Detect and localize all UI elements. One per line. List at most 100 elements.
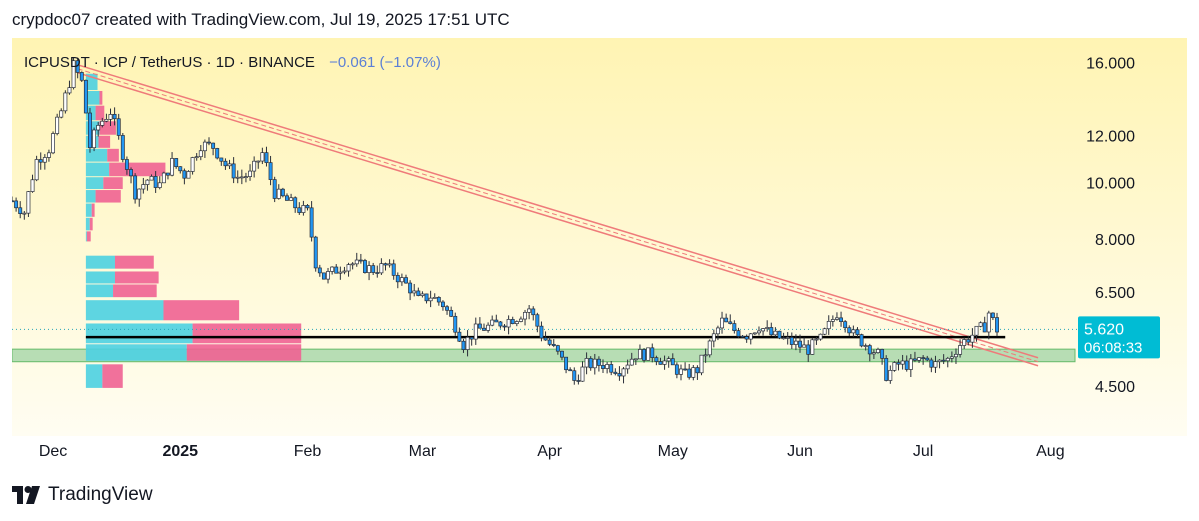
candle-up — [157, 182, 162, 188]
volume-profile-up-bar — [85, 90, 100, 105]
candle-up — [63, 92, 68, 112]
candle-down — [494, 319, 499, 323]
candle-up — [108, 114, 113, 120]
candle-up — [518, 318, 523, 322]
candle-down — [305, 205, 310, 209]
candle-down — [601, 365, 605, 369]
candle-down — [617, 373, 622, 377]
candle-down — [449, 309, 454, 317]
candle-down — [568, 369, 573, 372]
candle-up — [55, 116, 60, 134]
candle-down — [383, 263, 388, 266]
x-tick-label: Dec — [39, 443, 67, 460]
candle-up — [625, 364, 630, 370]
volume-profile-down-bar — [103, 177, 123, 190]
candle-down — [375, 272, 380, 274]
candle-up — [186, 171, 191, 179]
candle-down — [995, 317, 999, 333]
candle-up — [145, 179, 150, 185]
candle-down — [166, 172, 170, 176]
tradingview-brand[interactable]: TradingView — [12, 484, 153, 506]
candle-up — [276, 188, 281, 199]
candle-down — [317, 267, 322, 274]
candle-up — [387, 263, 392, 266]
candle-down — [124, 159, 129, 170]
tradingview-logo-icon — [12, 486, 40, 504]
candle-up — [715, 327, 720, 335]
candle-down — [855, 329, 860, 335]
volume-profile-up-bar — [85, 231, 87, 242]
candle-up — [243, 176, 248, 178]
volume-profile-down-bar — [107, 148, 119, 162]
volume-profile-down-bar — [113, 284, 157, 298]
volume-profile-down-bar — [192, 323, 302, 344]
candle-up — [428, 297, 433, 302]
candle-down — [576, 380, 581, 382]
candle-up — [711, 333, 716, 342]
candle-up — [580, 366, 585, 382]
y-tick-label: 12.000 — [1086, 129, 1135, 146]
candle-down — [477, 323, 482, 329]
volume-profile-up-bar — [85, 162, 110, 177]
candle-up — [761, 328, 766, 332]
candle-up — [637, 349, 642, 360]
candle-down — [182, 170, 187, 179]
price-chart[interactable]: 16.000 12.000 10.000 8.000 6.500 4.500 Dec 202… — [12, 38, 1187, 470]
candle-down — [982, 322, 987, 333]
candle-down — [285, 195, 289, 201]
candle-down — [207, 141, 211, 144]
candle-up — [822, 328, 827, 335]
candle-down — [912, 358, 917, 361]
candle-down — [547, 339, 552, 345]
candle-up — [30, 179, 35, 192]
candle-down — [334, 266, 339, 274]
volume-profile-down-bar — [95, 190, 121, 203]
candle-down — [736, 330, 741, 337]
candle-up — [486, 324, 491, 331]
candle-up — [190, 157, 195, 172]
candle-up — [506, 319, 511, 328]
candle-down — [695, 367, 700, 374]
candle-down — [395, 275, 400, 283]
candle-down — [75, 60, 80, 73]
chart-area[interactable]: 16.000 12.000 10.000 8.000 6.500 4.500 Dec 202… — [12, 38, 1187, 470]
candle-down — [363, 260, 367, 273]
candle-up — [633, 358, 638, 361]
candle-down — [153, 176, 158, 188]
candle-down — [596, 358, 601, 366]
candle-up — [871, 352, 876, 355]
candle-down — [847, 327, 852, 334]
candle-up — [42, 157, 47, 163]
volume-profile-up-bar — [85, 271, 115, 284]
candle-down — [408, 282, 413, 294]
candle-up — [96, 125, 101, 131]
volume-profile-down-bar — [186, 344, 302, 361]
volume-profile-down-bar — [95, 105, 105, 121]
candle-up — [876, 349, 880, 353]
symbol-info: ICPUSDT · ICP / TetherUS · 1D · BINANCE — [24, 54, 315, 71]
candle-up — [962, 339, 967, 346]
candle-down — [313, 236, 318, 269]
candle-down — [990, 312, 995, 318]
candle-down — [461, 340, 466, 350]
candle-down — [806, 344, 811, 355]
candle-down — [264, 152, 269, 163]
volume-profile-down-bar — [89, 217, 93, 231]
candle-up — [748, 333, 753, 340]
candle-up — [67, 87, 72, 94]
candle-down — [280, 188, 285, 197]
x-tick-label: Aug — [1036, 443, 1064, 460]
y-tick-label: 16.000 — [1086, 55, 1135, 72]
volume-profile-up-bar — [85, 203, 92, 217]
y-tick-label: 4.500 — [1095, 379, 1135, 396]
candle-down — [555, 345, 560, 352]
candle-up — [137, 188, 142, 200]
candle-up — [514, 321, 519, 325]
candle-down — [884, 358, 889, 381]
volume-profile-up-bar — [85, 284, 114, 298]
candle-up — [757, 330, 761, 334]
candle-up — [646, 347, 651, 361]
candle-down — [929, 359, 934, 368]
candle-down — [687, 368, 692, 378]
y-tick-label: 10.000 — [1086, 175, 1135, 192]
